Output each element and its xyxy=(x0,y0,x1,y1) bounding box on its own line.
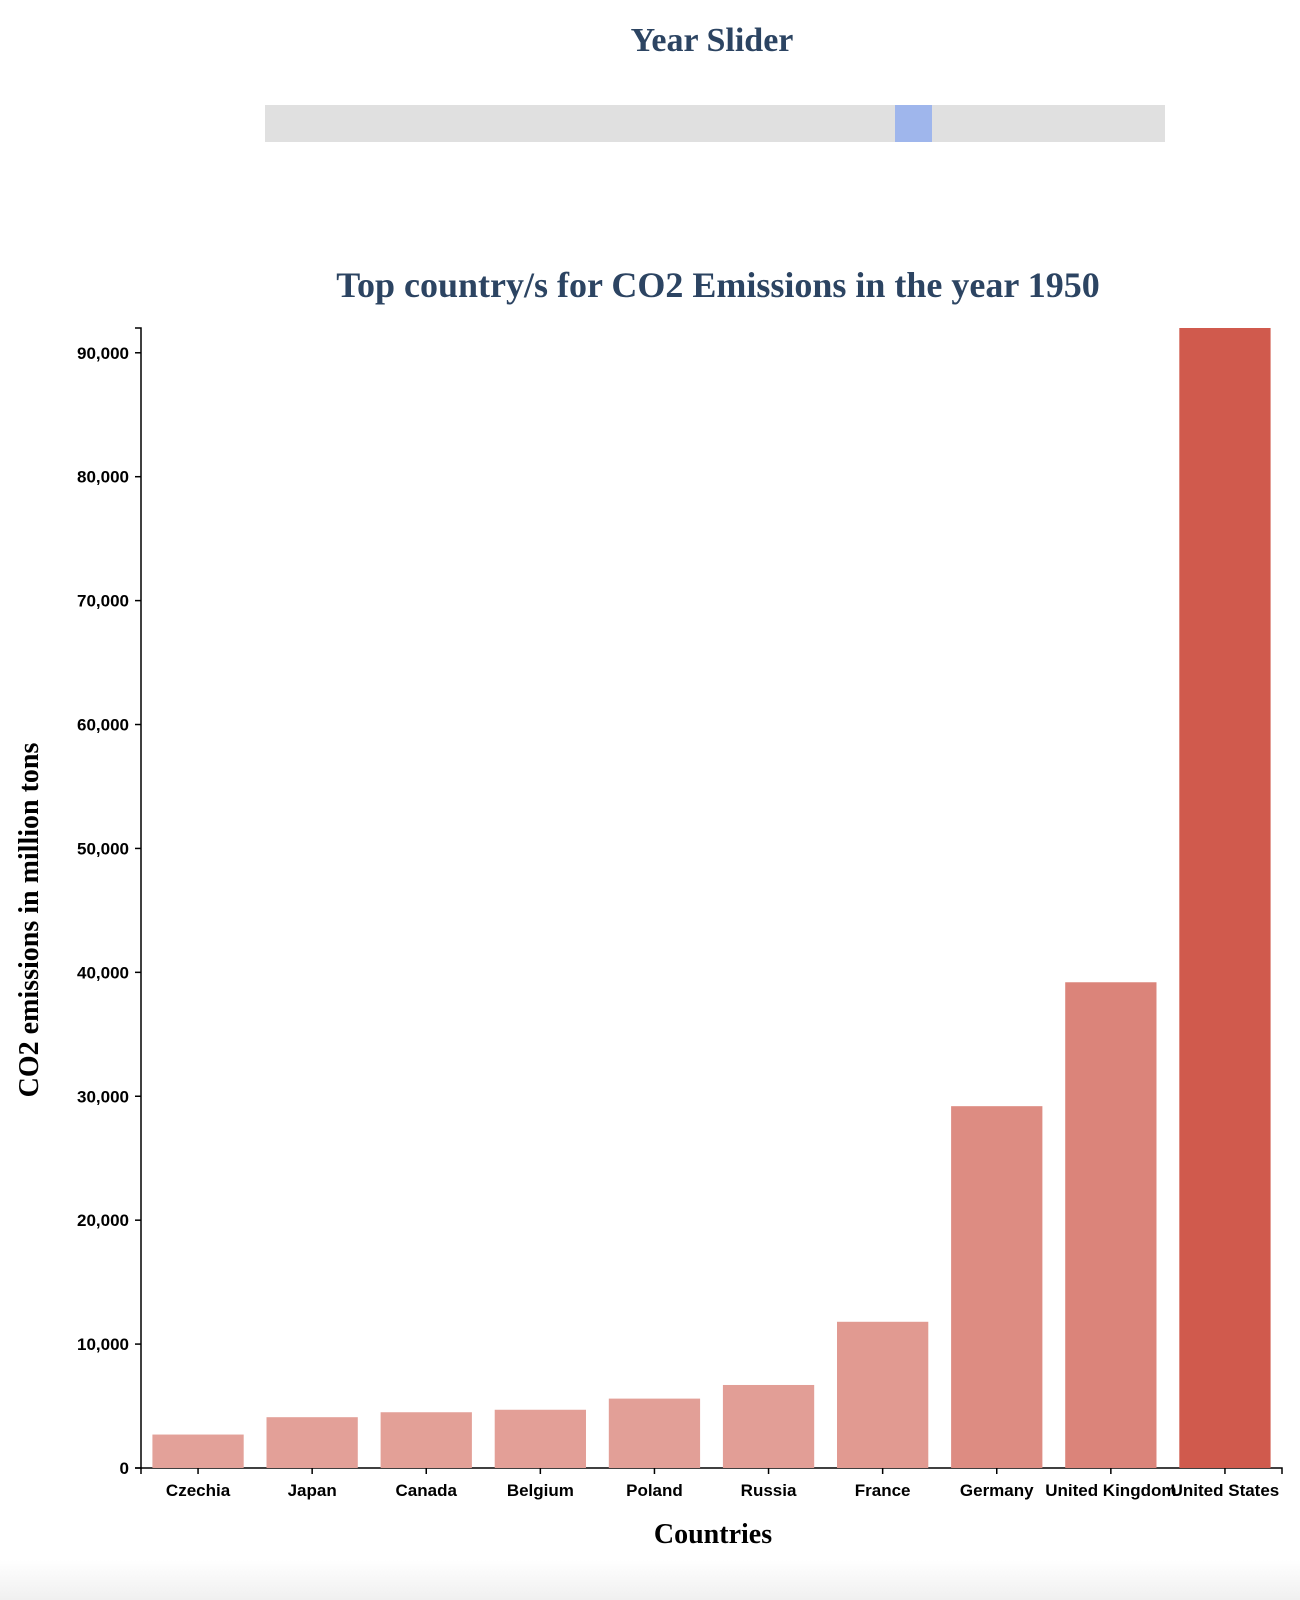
bar[interactable] xyxy=(266,1417,358,1468)
y-tick-label: 60,000 xyxy=(77,716,129,735)
chart-title: Top country/s for CO2 Emissions in the y… xyxy=(336,265,1099,305)
bars-group xyxy=(152,328,1271,1468)
x-tick-label: Czechia xyxy=(166,1481,231,1500)
x-tick-label: Russia xyxy=(741,1481,797,1500)
y-tick-label: 30,000 xyxy=(77,1087,129,1106)
x-tick-label: United Kingdom xyxy=(1045,1481,1176,1500)
x-axis-title: Countries xyxy=(654,1519,772,1550)
x-tick-label: Belgium xyxy=(507,1481,574,1500)
page-bottom-shade xyxy=(0,1560,1300,1600)
y-tick-label: 50,000 xyxy=(77,839,129,858)
year-slider-handle[interactable] xyxy=(895,105,932,142)
bar[interactable] xyxy=(380,1412,472,1468)
y-tick-label: 40,000 xyxy=(77,963,129,982)
x-tick-label: Germany xyxy=(960,1481,1034,1500)
bar[interactable] xyxy=(722,1384,815,1468)
bar[interactable] xyxy=(494,1409,586,1468)
y-tick-label: 90,000 xyxy=(77,344,129,363)
y-axis-title: CO2 emissions in million tons xyxy=(14,743,45,1098)
bar[interactable] xyxy=(951,1106,1043,1468)
x-tick-label: France xyxy=(855,1481,911,1500)
bar[interactable] xyxy=(608,1398,701,1468)
x-tick-label: Japan xyxy=(288,1481,337,1500)
bar[interactable] xyxy=(1065,982,1157,1468)
y-axis: 0 10,000 20,000 30,000 40,000 50,000 60,000 70,… xyxy=(77,327,142,1478)
y-tick-label: 0 xyxy=(120,1459,129,1478)
year-slider-track[interactable] xyxy=(265,105,1165,142)
bar[interactable] xyxy=(152,1434,244,1468)
x-tick-label: Poland xyxy=(626,1481,683,1500)
slider-title: Year Slider xyxy=(630,22,794,59)
x-axis-line xyxy=(140,1467,1283,1474)
y-tick-label: 80,000 xyxy=(77,468,129,487)
bar[interactable] xyxy=(837,1321,929,1468)
y-axis-line xyxy=(135,327,142,1469)
y-tick-label: 10,000 xyxy=(77,1335,129,1354)
x-tick-label: Canada xyxy=(396,1481,458,1500)
y-tick-label: 20,000 xyxy=(77,1211,129,1230)
y-tick-label: 70,000 xyxy=(77,592,129,611)
x-axis: Czechia Japan Canada Belgium Poland Russia Fra… xyxy=(140,1467,1283,1500)
bar[interactable] xyxy=(1179,328,1271,1468)
x-tick-label: United States xyxy=(1171,1481,1280,1500)
